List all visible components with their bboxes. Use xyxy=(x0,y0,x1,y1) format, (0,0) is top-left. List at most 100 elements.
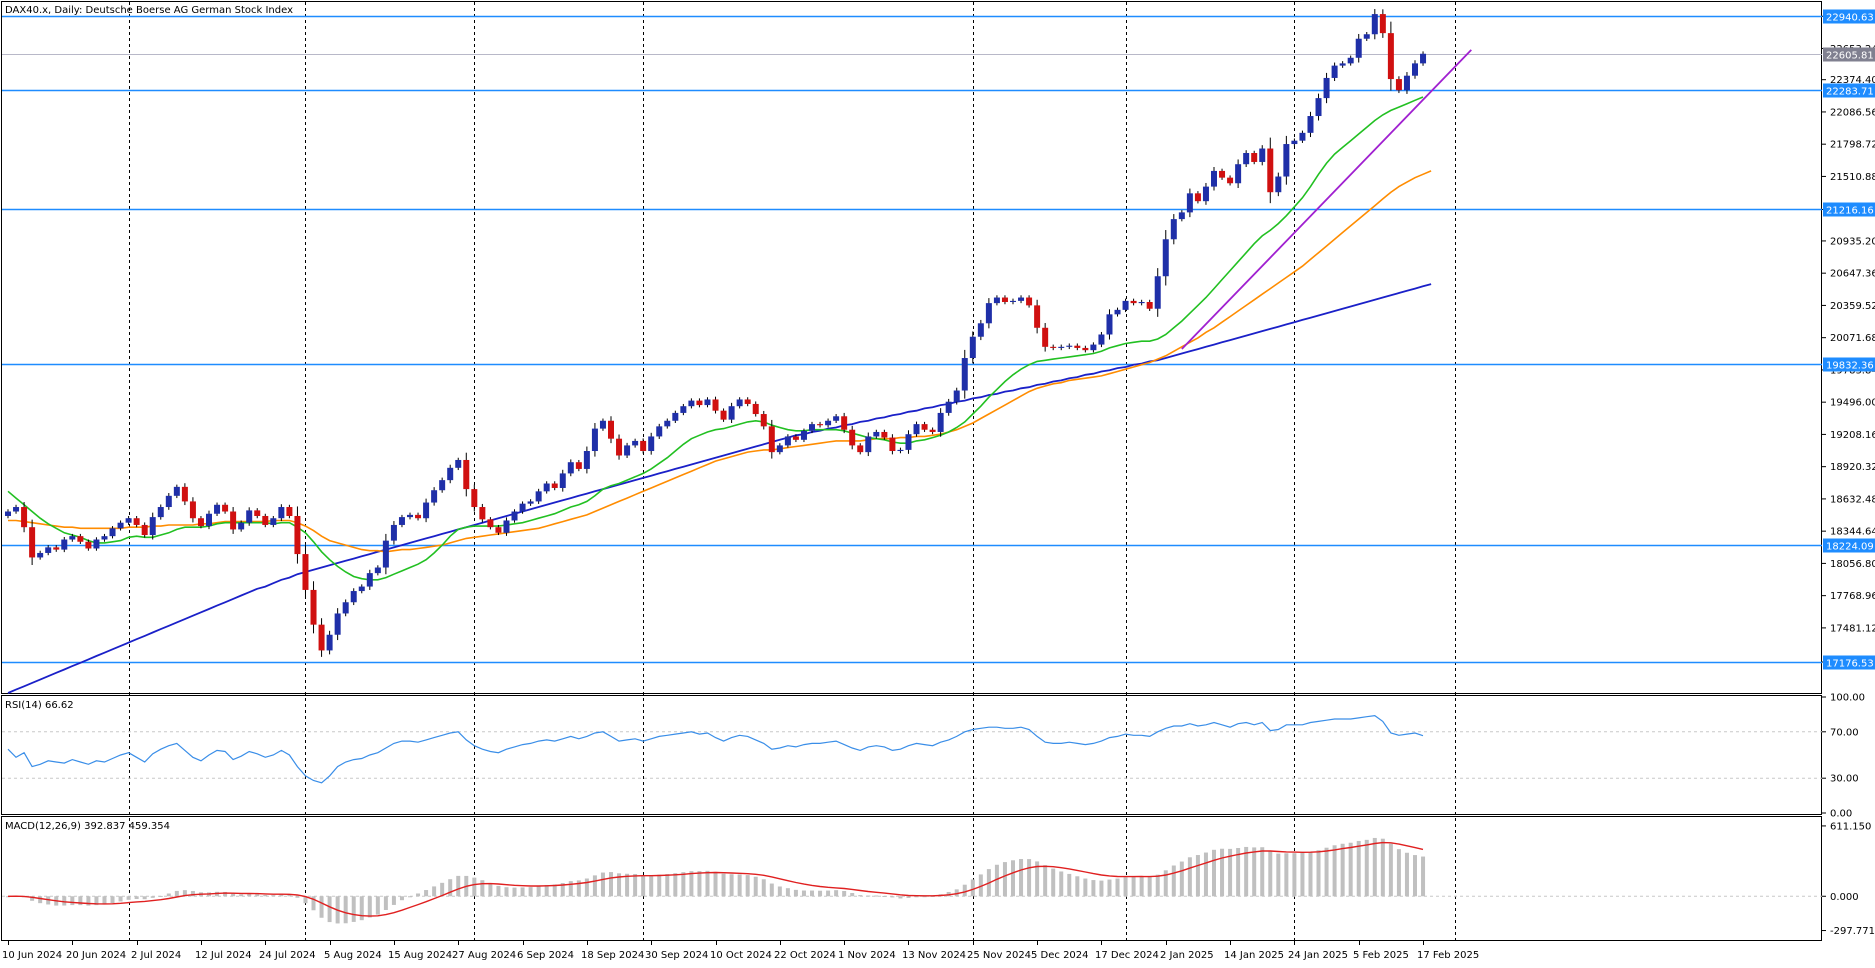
macd-histogram-bar xyxy=(1396,849,1401,897)
time-axis-label: 30 Sep 2024 xyxy=(645,950,708,961)
macd-histogram-bar xyxy=(1324,847,1329,897)
candle-body xyxy=(1170,219,1177,240)
time-axis-label: 10 Jun 2024 xyxy=(2,950,62,961)
candle-body xyxy=(101,536,108,540)
macd-histogram-bar xyxy=(102,896,107,905)
macd-histogram-bar xyxy=(1002,862,1007,897)
candle-body xyxy=(1066,345,1073,347)
macd-histogram-bar xyxy=(1260,847,1265,897)
macd-histogram-bar xyxy=(1019,859,1024,897)
macd-histogram-bar xyxy=(1035,861,1040,897)
candle-body xyxy=(873,431,880,437)
candle-body xyxy=(817,424,824,426)
candle xyxy=(752,401,759,417)
candle xyxy=(13,504,20,514)
candle xyxy=(61,536,68,553)
candle-body xyxy=(246,510,253,523)
macd-histogram-bar xyxy=(351,896,356,922)
macd-histogram-bar xyxy=(970,879,975,897)
candle-body xyxy=(1042,327,1049,347)
candle xyxy=(173,484,180,499)
trendline-layer[interactable] xyxy=(1181,49,1472,350)
macd-histogram-bar xyxy=(1284,853,1289,897)
candle xyxy=(270,515,277,528)
candle-body xyxy=(527,501,534,504)
macd-histogram-bar xyxy=(552,884,557,897)
candle-body xyxy=(728,406,735,420)
level-price-tag: 17176.53 xyxy=(1823,655,1875,670)
macd-histogram-bar xyxy=(488,883,493,897)
macd-histogram-bar xyxy=(1163,870,1168,897)
candle-body xyxy=(889,437,896,452)
candle-body xyxy=(865,436,872,453)
macd-histogram-bar xyxy=(705,870,710,897)
price-axis-label: 18344.64 xyxy=(1830,527,1875,538)
candle-body xyxy=(969,336,976,359)
candle xyxy=(1010,298,1016,305)
candle-body xyxy=(567,462,574,474)
macd-histogram-bar xyxy=(914,896,919,898)
price-axis-label: 21798.72 xyxy=(1830,140,1875,151)
horizontal-lines-layer[interactable] xyxy=(2,15,1822,664)
candle xyxy=(262,513,269,528)
macd-histogram-bar xyxy=(295,896,300,898)
macd-histogram-bar xyxy=(134,896,139,900)
candle xyxy=(953,387,960,405)
macd-histogram-bar xyxy=(456,875,461,897)
candle-body xyxy=(69,536,76,540)
candle xyxy=(937,408,944,437)
candle-body xyxy=(270,518,277,525)
candle xyxy=(1026,295,1033,308)
candle xyxy=(640,438,647,454)
candle-body xyxy=(1283,144,1290,177)
level-tag-box xyxy=(1823,202,1875,217)
macd-histogram-bar xyxy=(287,894,292,897)
candle-body xyxy=(1026,297,1033,306)
macd-histogram-bar xyxy=(142,896,147,900)
candle xyxy=(141,522,148,538)
macd-histogram-bar xyxy=(729,874,734,897)
candle xyxy=(374,565,381,576)
candle-body xyxy=(77,536,84,542)
candle-body xyxy=(1315,98,1322,117)
macd-histogram-bar xyxy=(657,874,662,897)
candle xyxy=(1395,76,1402,94)
support-trendline[interactable] xyxy=(1181,49,1472,350)
macd-signal-line xyxy=(7,841,1424,917)
candle xyxy=(1042,323,1049,352)
candle xyxy=(495,524,502,536)
time-axis-label: 20 Jun 2024 xyxy=(66,950,126,961)
macd-histogram-bar xyxy=(126,896,131,900)
macd-histogram-bar xyxy=(810,890,814,897)
candle-body xyxy=(752,403,759,415)
ma-fast-line xyxy=(7,96,1424,581)
candle xyxy=(21,501,28,533)
macd-histogram-bar xyxy=(1244,846,1249,897)
candle xyxy=(310,581,317,634)
current-price-box xyxy=(1823,47,1875,62)
macd-histogram-bar xyxy=(600,872,605,897)
candle-body xyxy=(1090,344,1097,351)
candle xyxy=(897,447,904,454)
candle xyxy=(53,545,60,552)
candle xyxy=(889,434,896,455)
candle-body xyxy=(881,431,888,438)
macd-histogram-bar xyxy=(1364,839,1369,897)
candle xyxy=(969,331,976,364)
candle xyxy=(543,481,550,494)
candle-body xyxy=(398,517,405,525)
candle xyxy=(407,512,413,520)
candle xyxy=(326,630,333,655)
macd-histogram-bar xyxy=(416,893,421,897)
candle xyxy=(1138,299,1145,306)
candle xyxy=(286,504,293,519)
candle xyxy=(181,483,188,506)
candle xyxy=(519,501,526,514)
macd-histogram-bar xyxy=(745,875,750,897)
time-axis-label: 22 Oct 2024 xyxy=(774,950,836,961)
macd-histogram-bar xyxy=(1340,843,1345,897)
candle xyxy=(736,397,743,409)
rsi-axis-label: 30.00 xyxy=(1830,774,1859,785)
